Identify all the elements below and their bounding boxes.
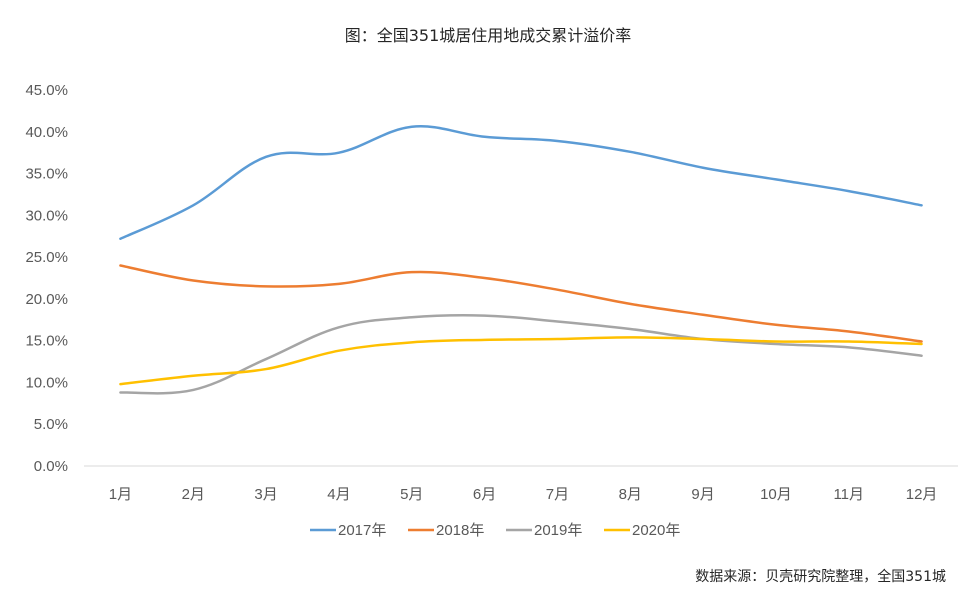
legend-label: 2018年 <box>436 522 484 539</box>
x-tick-label: 5月 <box>400 486 423 503</box>
y-tick-label: 5.0% <box>34 416 68 433</box>
x-tick-label: 9月 <box>691 486 714 503</box>
y-tick-label: 40.0% <box>25 124 68 141</box>
legend-label: 2017年 <box>338 522 386 539</box>
x-tick-label: 3月 <box>254 486 277 503</box>
x-tick-label: 6月 <box>473 486 496 503</box>
y-tick-label: 0.0% <box>34 458 68 475</box>
source-note: 数据来源：贝壳研究院整理，全国351城 <box>695 568 946 585</box>
y-tick-label: 30.0% <box>25 207 68 224</box>
series-line-2020年 <box>119 336 923 386</box>
y-tick-label: 10.0% <box>25 374 68 391</box>
legend-label: 2020年 <box>632 522 680 539</box>
x-tick-label: 7月 <box>546 486 569 503</box>
y-tick-label: 45.0% <box>25 82 68 99</box>
series-lines <box>119 125 923 395</box>
x-tick-label: 2月 <box>182 486 205 503</box>
x-tick-label: 1月 <box>109 486 132 503</box>
legend: 2017年 2018年 2019年 2020年 <box>310 522 680 539</box>
y-tick-label: 15.0% <box>25 333 68 350</box>
series-line-2019年 <box>119 313 923 395</box>
x-tick-label: 11月 <box>833 486 864 503</box>
legend-label: 2019年 <box>534 522 582 539</box>
x-axis: 1月 2月 3月 4月 5月 6月 7月 8月 9月 10月 11月 12月 <box>109 486 938 503</box>
chart-title: 图：全国351城居住用地成交累计溢价率 <box>345 26 632 45</box>
series-line-2017年 <box>119 125 923 240</box>
y-tick-label: 25.0% <box>25 249 68 266</box>
series-line-2018年 <box>119 264 923 343</box>
y-tick-label: 35.0% <box>25 166 68 183</box>
x-tick-label: 12月 <box>906 486 938 503</box>
x-tick-label: 8月 <box>619 486 642 503</box>
x-tick-label: 10月 <box>760 486 792 503</box>
y-tick-label: 20.0% <box>25 291 68 308</box>
y-axis: 0.0% 5.0% 10.0% 15.0% 20.0% 25.0% 30.0% 35.0% 40… <box>25 82 68 475</box>
x-tick-label: 4月 <box>327 486 350 503</box>
